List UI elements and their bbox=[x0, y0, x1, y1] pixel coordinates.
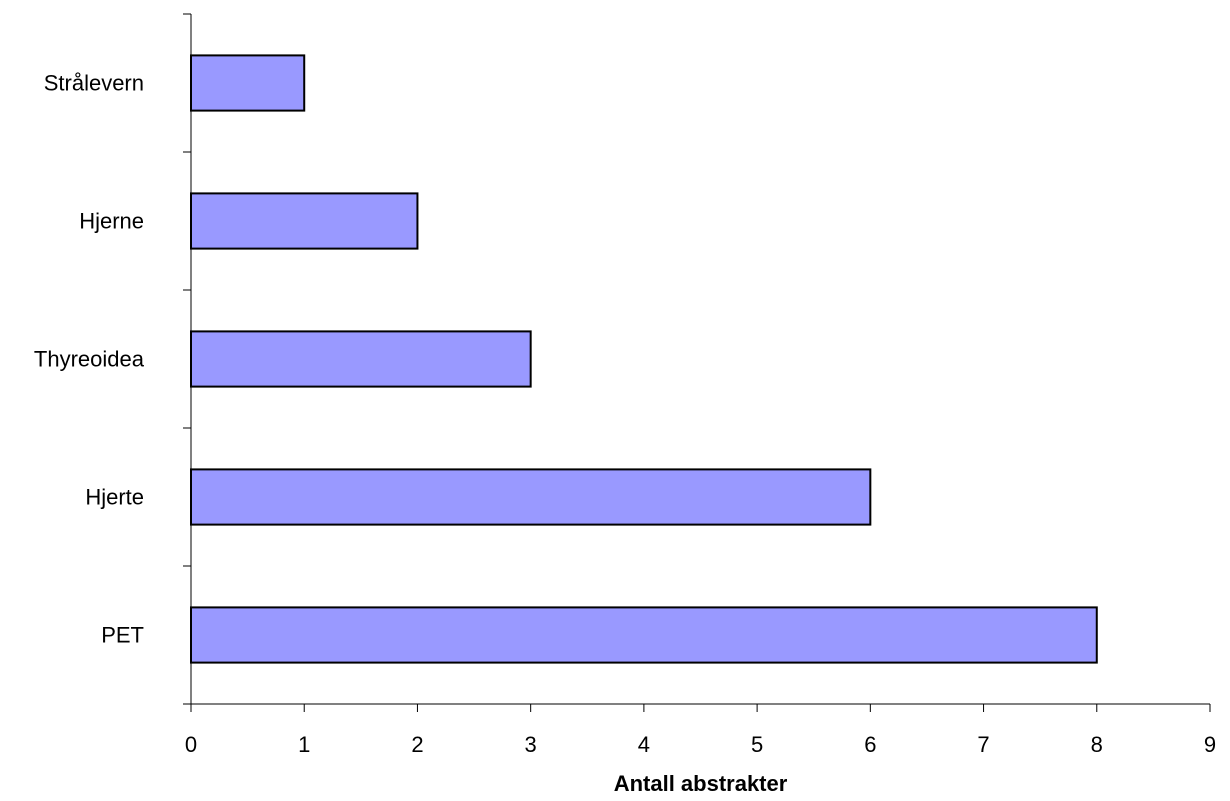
bar bbox=[190, 54, 306, 112]
x-axis-title: Antall abstrakter bbox=[614, 771, 788, 796]
x-axis-ticks: 0 1 2 3 4 5 6 7 8 9 bbox=[185, 704, 1216, 757]
category-label: PET bbox=[101, 623, 144, 648]
bar bbox=[190, 330, 532, 388]
x-tick-label: 4 bbox=[638, 732, 650, 757]
x-tick-label: 1 bbox=[298, 732, 310, 757]
x-tick-label: 0 bbox=[185, 732, 197, 757]
x-tick-label: 8 bbox=[1091, 732, 1103, 757]
bar bbox=[190, 192, 419, 250]
x-tick-label: 7 bbox=[977, 732, 989, 757]
bars-group bbox=[190, 54, 1098, 664]
category-label: Hjerte bbox=[85, 485, 144, 510]
x-tick-label: 5 bbox=[751, 732, 763, 757]
category-label: Thyreoidea bbox=[34, 347, 145, 372]
bar bbox=[190, 468, 872, 526]
category-labels: Strålevern Hjerne Thyreoidea Hjerte PET bbox=[34, 71, 145, 648]
x-tick-label: 9 bbox=[1204, 732, 1216, 757]
bar bbox=[190, 606, 1098, 664]
x-tick-label: 2 bbox=[411, 732, 423, 757]
x-tick-label: 3 bbox=[525, 732, 537, 757]
x-tick-label: 6 bbox=[864, 732, 876, 757]
category-label: Hjerne bbox=[79, 209, 144, 234]
category-label: Strålevern bbox=[44, 71, 144, 96]
y-axis-ticks bbox=[183, 13, 191, 705]
